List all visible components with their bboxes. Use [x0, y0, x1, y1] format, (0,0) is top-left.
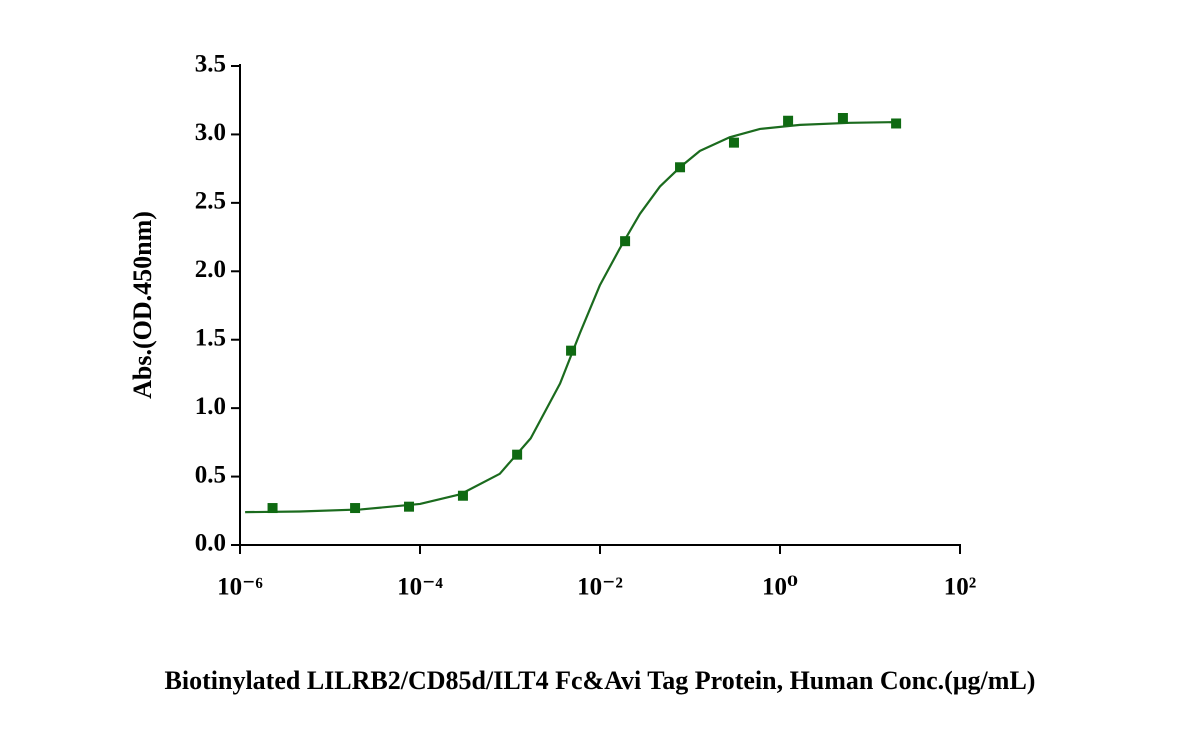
data-point	[566, 345, 577, 356]
x-tick-label: 10⁰	[762, 574, 798, 601]
y-tick-label: 1.5	[195, 324, 226, 351]
x-axis-label: Biotinylated LILRB2/CD85d/ILT4 Fc&Avi Ta…	[165, 666, 1036, 695]
data-point	[675, 162, 686, 173]
y-tick-label: 3.0	[195, 119, 226, 146]
fit-curve	[245, 121, 897, 514]
x-tick-label: 10²	[944, 574, 977, 601]
data-point	[728, 137, 739, 148]
y-tick-label: 0.5	[195, 461, 226, 488]
data-point	[457, 490, 468, 501]
data-point	[620, 236, 631, 247]
data-point	[783, 115, 794, 126]
data-point	[512, 449, 523, 460]
y-axis-label: Abs.(OD.450nm)	[128, 211, 157, 399]
x-tick-label: 10⁻²	[577, 574, 623, 601]
data-point	[837, 113, 848, 124]
data-point	[404, 501, 415, 512]
data-point	[267, 503, 278, 514]
y-tick-label: 2.0	[195, 256, 226, 283]
y-tick-label: 3.5	[195, 51, 226, 78]
data-point	[891, 118, 902, 129]
y-tick-label: 0.0	[195, 530, 226, 557]
y-tick-label: 2.5	[195, 188, 226, 215]
y-tick-label: 1.0	[195, 393, 226, 420]
data-point	[350, 503, 361, 514]
x-tick-label: 10⁻⁶	[217, 574, 263, 601]
x-tick-label: 10⁻⁴	[397, 574, 443, 601]
